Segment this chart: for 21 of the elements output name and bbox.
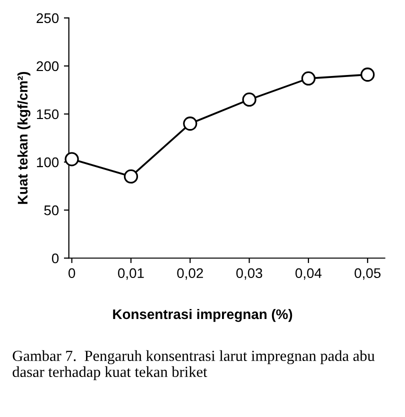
x-tick-label: 0,03 [236,268,262,280]
y-tick-label: 0 [52,253,59,264]
y-tick-label: 200 [36,61,59,72]
y-tick-label: 50 [44,205,59,216]
point [301,71,316,86]
point [124,169,138,184]
x-axis-title: Konsentrasi impregnan (%) [113,308,292,322]
point [360,68,375,82]
point [64,152,79,166]
x-tick-label: 0 [68,268,76,278]
text: Gambar 7. Pengaruh konsentrasi larut impregnan pada abu dasar terhadap kuat tekan briket [12,350,375,380]
x-tick-label: 0,04 [295,268,322,280]
x-tick-label: 0,01 [118,268,144,280]
y-tick-label: 150 [37,109,59,120]
point [242,92,256,107]
y-axis-title: Kuat tekan (kgf/cm²) [17,72,30,204]
y-tick-label: 250 [36,13,59,24]
point [183,116,198,131]
y-tick-label: 100 [37,157,59,168]
x-tick-label: 0,05 [354,268,381,280]
x-tick-label: 0,02 [177,268,203,280]
